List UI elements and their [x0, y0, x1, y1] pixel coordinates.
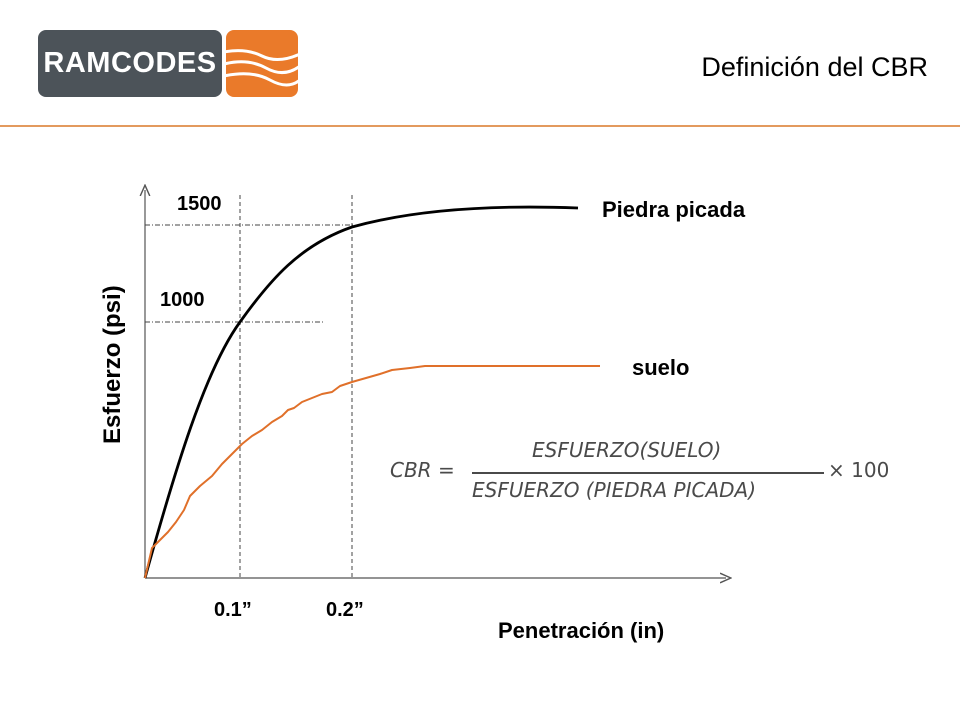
ramcodes-logo: RAMCODES	[38, 30, 298, 97]
y-tick-1500: 1500	[177, 193, 222, 215]
header-divider	[0, 125, 960, 127]
y-axis-label: Esfuerzo (psi)	[99, 285, 126, 444]
formula-numerator: ESFUERZO(SUELO)	[532, 438, 722, 462]
label-suelo: suelo	[632, 355, 689, 380]
curve-suelo	[144, 365, 600, 579]
cbr-formula: CBR = ESFUERZO(SUELO) ESFUERZO (PIEDRA P…	[388, 438, 908, 508]
x-tick-02: 0.2”	[326, 599, 364, 621]
logo-text: RAMCODES	[43, 47, 217, 79]
curve-piedra-picada	[143, 205, 579, 579]
label-piedra-picada: Piedra picada	[602, 197, 746, 222]
page-title: Definición del CBR	[701, 52, 928, 82]
formula-lhs: CBR =	[390, 458, 455, 482]
formula-fraction-bar	[472, 472, 824, 474]
x-tick-01: 0.1”	[214, 599, 252, 621]
logo-waves-icon	[226, 30, 298, 97]
logo-wordmark-box: RAMCODES	[38, 30, 222, 97]
x-axis-label: Penetración (in)	[498, 618, 664, 643]
formula-denominator: ESFUERZO (PIEDRA PICADA)	[472, 478, 757, 502]
formula-multiplier: × 100	[828, 458, 890, 482]
y-tick-1000: 1000	[160, 289, 205, 311]
